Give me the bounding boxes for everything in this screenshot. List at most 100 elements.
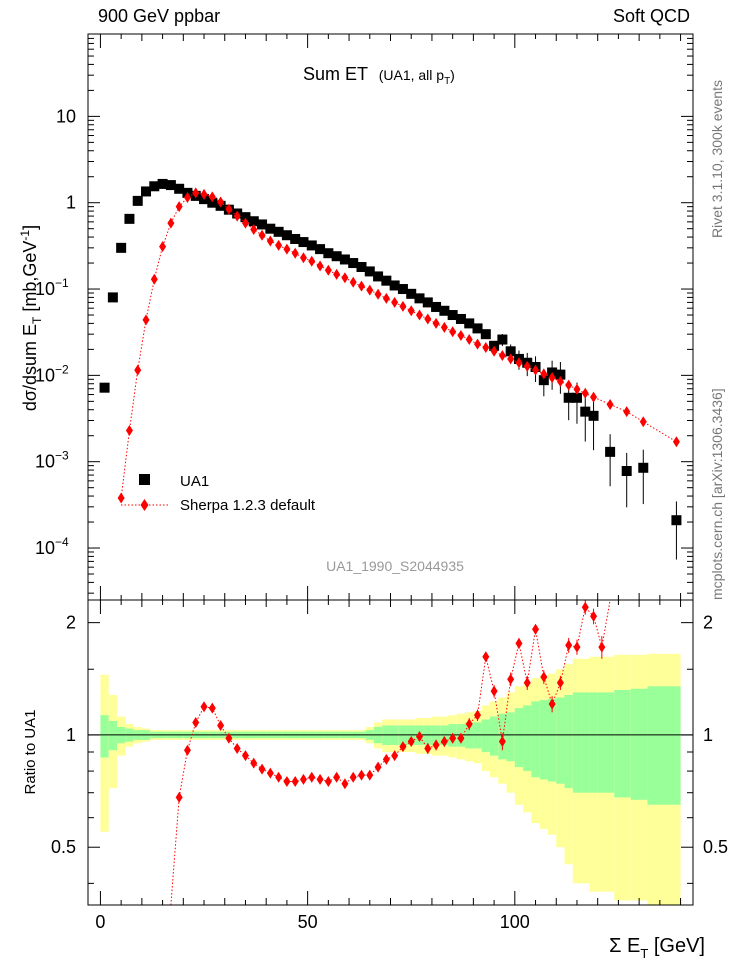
stat-uncertainty-band [630,688,648,800]
sherpa-data-point [606,398,614,410]
ratio-y-tick-label-right: 1 [703,725,713,745]
ua1-data-point [381,275,392,286]
sherpa-data-point [540,368,548,380]
ratio-data-point [482,651,490,663]
main-series [99,178,682,560]
ua1-data-point [447,310,458,321]
sherpa-data-point [590,391,598,403]
ua1-data-point [157,178,168,189]
stat-uncertainty-band [100,715,109,758]
ratio-y-tick-label: 2 [66,613,76,633]
sherpa-data-point [382,292,390,304]
legend-ua1-label: UA1 [180,473,209,490]
ratio-data-point [217,719,225,731]
ratio-data-point [548,698,556,710]
stat-uncertainty-band [589,692,598,793]
ua1-data-point [505,346,516,357]
ua1-data-point [248,216,259,227]
ua1-data-point [605,446,616,457]
sherpa-data-point [241,217,249,229]
axes: 10 1 10−1 10−2 10−3 10−4 0 50 100 0.5 0.5 1 1 2 2 [35,33,728,932]
ua1-data-point [397,284,408,295]
sherpa-data-point [374,288,382,300]
main-y-tick-label: 1 [66,193,76,213]
ratio-data-point [523,677,531,689]
stat-uncertainty-band [647,686,681,805]
sherpa-data-point [308,255,316,267]
sherpa-data-point [581,387,589,399]
ua1-data-point [621,466,632,477]
sherpa-data-point [175,201,183,213]
stat-uncertainty-band [514,708,524,768]
main-y-tick-label: 10−1 [35,276,69,299]
sherpa-data-point [532,364,540,376]
ratio-data-point [341,778,349,790]
sherpa-data-point [399,300,407,312]
sherpa-data-point [225,203,233,215]
ua1-data-point [315,244,326,255]
ratio-data-point [391,750,399,762]
stat-uncertainty-band [556,697,565,784]
ua1-data-point [389,280,400,291]
ratio-data-point [357,769,365,781]
x-axis-label: Σ ET [GeV] [609,935,705,961]
sherpa-data-point [366,284,374,296]
ratio-data-point [407,736,415,748]
ratio-data-point [299,773,307,785]
stat-uncertainty-band [581,692,590,793]
sherpa-data-point [432,317,440,329]
ua1-data-point [588,410,599,421]
stat-uncertainty-band [481,719,490,752]
ratio-data-point [590,610,598,622]
ratio-data-point [183,744,191,756]
sherpa-data-point [391,296,399,308]
main-y-tick-label: 10 [56,106,76,126]
stat-uncertainty-band [506,712,515,762]
ua1-data-point [257,219,268,230]
ratio-data-point [573,641,581,653]
ratio-data-point [532,623,540,635]
ua1-data-point [116,242,127,253]
ua1-data-point [356,261,367,272]
sherpa-data-point [117,492,125,504]
ua1-data-point [480,329,491,340]
sherpa-data-point [217,196,225,208]
ratio-y-tick-label-right: 0.5 [703,837,728,857]
ua1-data-point [290,233,301,244]
ua1-data-point [132,195,143,206]
main-y-tick-label: 10−4 [35,535,69,558]
legend-sherpa-marker [140,499,149,511]
main-plot-frame [87,33,694,601]
sherpa-data-point [192,187,200,199]
ratio-data-point [324,776,332,788]
ratio-y-tick-label-right: 2 [703,613,713,633]
sherpa-data-point [316,260,324,272]
ua1-data-point [563,392,574,403]
ua1-data-point [671,515,682,526]
sherpa-data-point [283,243,291,255]
sherpa-data-point [523,360,531,372]
ua1-data-point [174,183,185,194]
sherpa-data-point [324,264,332,276]
ua1-data-point [497,334,508,345]
sherpa-data-point [457,329,465,341]
sherpa-data-point [167,217,175,229]
sherpa-data-point [142,314,150,326]
ua1-data-point [431,301,442,312]
ua1-data-point [306,240,317,251]
ratio-data-point [250,757,258,769]
ratio-data-point [432,739,440,751]
sherpa-data-point [183,191,191,203]
legend-sherpa-label: Sherpa 1.2.3 default [180,497,316,514]
ratio-y-tick-label: 0.5 [51,837,76,857]
ua1-data-point [414,293,425,304]
ratio-data-point [598,641,606,653]
sherpa-data-point [233,210,241,222]
x-tick-label: 0 [95,912,105,932]
ratio-data-point [449,732,457,744]
sherpa-data-point [266,235,274,247]
stat-uncertainty-band [597,692,615,793]
sherpa-data-point [258,229,266,241]
ua1-data-point [281,230,292,241]
sherpa-data-point [474,338,482,350]
